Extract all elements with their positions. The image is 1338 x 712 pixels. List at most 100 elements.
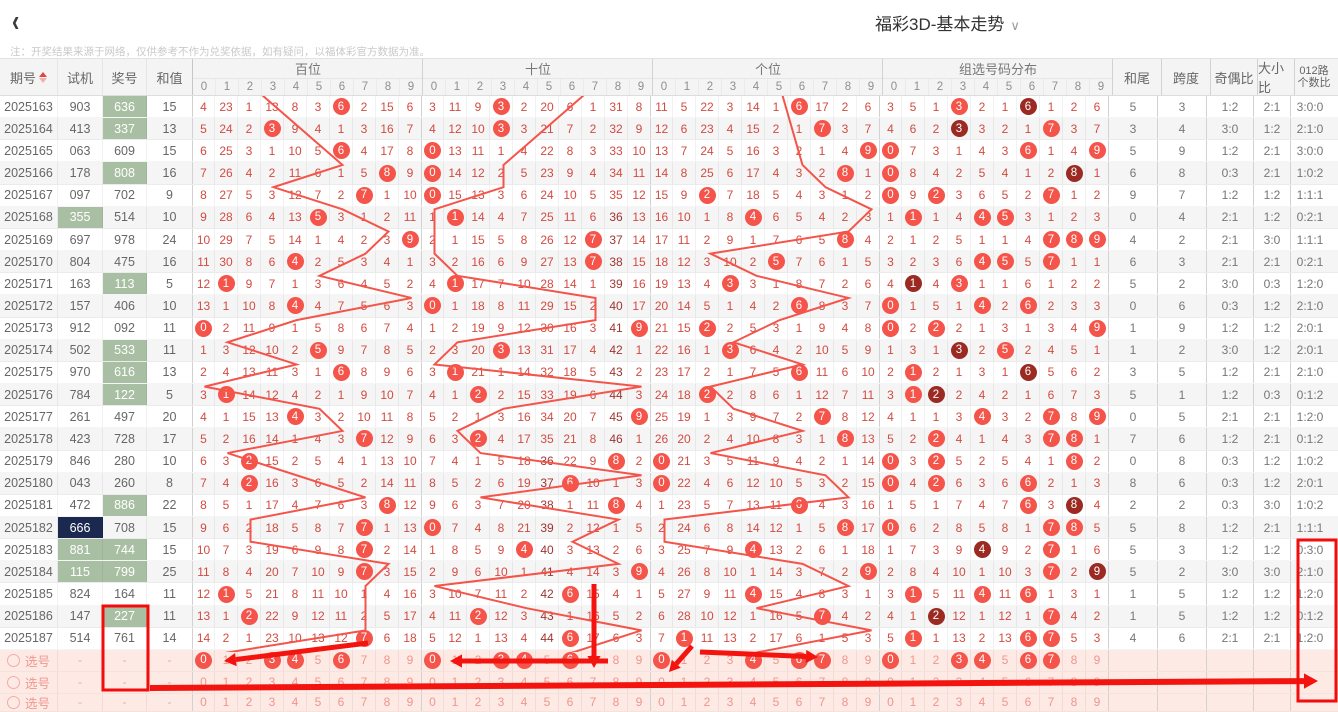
selection-digit[interactable]: 0 <box>421 649 444 671</box>
selection-digit[interactable]: 9 <box>628 671 651 693</box>
selection-digit[interactable]: 2 <box>696 671 719 693</box>
selection-digit[interactable]: 6 <box>559 649 582 671</box>
selection-digit[interactable]: 4 <box>284 693 307 711</box>
selection-digit[interactable]: 9 <box>628 649 651 671</box>
selection-digit[interactable]: 5 <box>307 649 330 671</box>
selection-digit[interactable]: 5 <box>536 671 559 693</box>
selection-digit[interactable]: 7 <box>353 649 376 671</box>
selection-digit[interactable]: 9 <box>1086 649 1109 671</box>
selection-digit[interactable]: 7 <box>353 671 376 693</box>
selection-digit[interactable]: 2 <box>696 693 719 711</box>
selection-digit[interactable]: 7 <box>811 671 834 693</box>
selection-digit[interactable]: 5 <box>994 693 1017 711</box>
selection-digit[interactable]: 3 <box>490 671 513 693</box>
selection-digit[interactable]: 2 <box>925 649 948 671</box>
selection-digit[interactable]: 5 <box>765 671 788 693</box>
selection-digit[interactable]: 9 <box>628 693 651 711</box>
selection-digit[interactable]: 6 <box>788 693 811 711</box>
selection-digit[interactable]: 4 <box>513 693 536 711</box>
selection-digit[interactable]: 8 <box>1063 649 1086 671</box>
selection-digit[interactable]: 0 <box>650 649 673 671</box>
selection-digit[interactable]: 1 <box>215 693 238 711</box>
selection-digit[interactable]: 7 <box>1040 649 1063 671</box>
selection-digit[interactable]: 0 <box>192 671 215 693</box>
selection-digit[interactable]: 7 <box>1040 693 1063 711</box>
selection-digit[interactable]: 7 <box>1040 671 1063 693</box>
selection-digit[interactable]: 3 <box>719 649 742 671</box>
selection-digit[interactable]: 8 <box>376 671 399 693</box>
selection-digit[interactable]: 8 <box>1063 693 1086 711</box>
selection-digit[interactable]: 6 <box>788 649 811 671</box>
selection-digit[interactable]: 3 <box>719 671 742 693</box>
selection-digit[interactable]: 4 <box>513 649 536 671</box>
selection-digit[interactable]: 2 <box>925 671 948 693</box>
selection-digit[interactable]: 5 <box>536 649 559 671</box>
selection-label[interactable]: 选号 <box>6 651 50 670</box>
selection-digit[interactable]: 3 <box>948 649 971 671</box>
selection-digit[interactable]: 0 <box>879 693 902 711</box>
selection-digit[interactable]: 7 <box>582 671 605 693</box>
selection-digit[interactable]: 1 <box>673 671 696 693</box>
selection-digit[interactable]: 4 <box>284 649 307 671</box>
selection-digit[interactable]: 4 <box>971 671 994 693</box>
selection-digit[interactable]: 1 <box>215 649 238 671</box>
selection-digit[interactable]: 0 <box>192 649 215 671</box>
selection-digit[interactable]: 1 <box>215 671 238 693</box>
selection-digit[interactable]: 4 <box>742 671 765 693</box>
selection-digit[interactable]: 9 <box>399 693 422 711</box>
selection-digit[interactable]: 1 <box>444 671 467 693</box>
selection-digit[interactable]: 4 <box>971 693 994 711</box>
selection-digit[interactable]: 2 <box>238 693 261 711</box>
selection-digit[interactable]: 1 <box>444 649 467 671</box>
selection-digit[interactable]: 4 <box>742 693 765 711</box>
selection-digit[interactable]: 7 <box>353 693 376 711</box>
radio-icon[interactable] <box>6 695 20 709</box>
selection-digit[interactable]: 0 <box>650 671 673 693</box>
selection-digit[interactable]: 3 <box>261 693 284 711</box>
selection-digit[interactable]: 2 <box>238 649 261 671</box>
selection-digit[interactable]: 6 <box>1017 649 1040 671</box>
radio-icon[interactable] <box>6 653 20 667</box>
col-header-period[interactable]: 期号 <box>0 59 58 95</box>
selection-digit[interactable]: 4 <box>742 649 765 671</box>
selection-label[interactable]: 选号 <box>6 673 50 692</box>
selection-digit[interactable]: 0 <box>421 693 444 711</box>
selection-digit[interactable]: 1 <box>902 649 925 671</box>
selection-digit[interactable]: 0 <box>421 671 444 693</box>
selection-digit[interactable]: 3 <box>490 693 513 711</box>
selection-digit[interactable]: 2 <box>467 671 490 693</box>
selection-digit[interactable]: 8 <box>834 649 857 671</box>
selection-digit[interactable]: 6 <box>559 671 582 693</box>
selection-digit[interactable]: 3 <box>719 693 742 711</box>
selection-digit[interactable]: 2 <box>696 649 719 671</box>
selection-digit[interactable]: 4 <box>513 671 536 693</box>
selection-label[interactable]: 选号 <box>6 694 50 711</box>
selection-digit[interactable]: 8 <box>834 693 857 711</box>
selection-digit[interactable]: 4 <box>971 649 994 671</box>
selection-digit[interactable]: 9 <box>399 649 422 671</box>
selection-digit[interactable]: 3 <box>948 671 971 693</box>
selection-digit[interactable]: 8 <box>376 693 399 711</box>
selection-digit[interactable]: 1 <box>673 649 696 671</box>
selection-digit[interactable]: 2 <box>238 671 261 693</box>
selection-digit[interactable]: 8 <box>376 649 399 671</box>
selection-digit[interactable]: 6 <box>1017 693 1040 711</box>
selection-digit[interactable]: 8 <box>1063 671 1086 693</box>
selection-digit[interactable]: 9 <box>857 693 880 711</box>
selection-digit[interactable]: 3 <box>261 649 284 671</box>
selection-digit[interactable]: 4 <box>284 671 307 693</box>
selection-digit[interactable]: 6 <box>559 693 582 711</box>
selection-digit[interactable]: 5 <box>994 649 1017 671</box>
selection-digit[interactable]: 3 <box>490 649 513 671</box>
selection-digit[interactable]: 8 <box>605 649 628 671</box>
selection-digit[interactable]: 0 <box>879 649 902 671</box>
selection-digit[interactable]: 6 <box>330 649 353 671</box>
page-title-dropdown[interactable]: 福彩3D-基本走势 ∨ <box>875 10 1020 35</box>
selection-digit[interactable]: 5 <box>765 693 788 711</box>
selection-digit[interactable]: 7 <box>811 693 834 711</box>
selection-digit[interactable]: 5 <box>765 649 788 671</box>
selection-digit[interactable]: 9 <box>399 671 422 693</box>
selection-digit[interactable]: 0 <box>650 693 673 711</box>
selection-digit[interactable]: 0 <box>879 671 902 693</box>
selection-digit[interactable]: 7 <box>811 649 834 671</box>
